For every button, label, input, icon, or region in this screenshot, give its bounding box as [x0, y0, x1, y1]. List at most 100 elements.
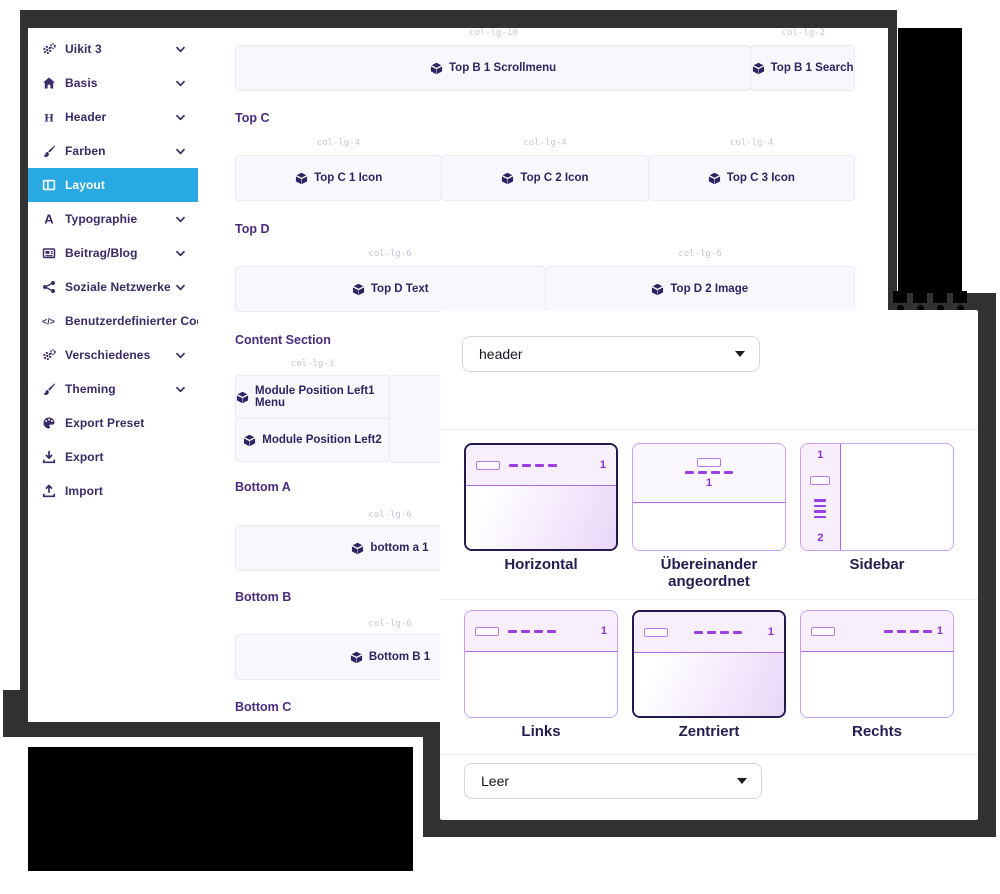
section-heading: Bottom C [235, 700, 292, 714]
home-icon [40, 76, 57, 90]
module-position-label: Top C 3 Icon [726, 172, 795, 184]
brush-icon [40, 144, 57, 158]
chevron-down-icon [175, 282, 186, 293]
module-position-label: Top C 2 Icon [520, 172, 589, 184]
layout-option-sidebar[interactable]: 1 2 Sidebar [800, 443, 954, 590]
svg-text:A: A [44, 212, 54, 226]
layout-option-label: Links [521, 723, 561, 740]
section-heading: Bottom B [235, 590, 292, 604]
redacted-icon [893, 291, 907, 315]
chevron-down-icon [175, 112, 186, 123]
sidebar-item-label: Soziale Netzwerke [65, 280, 171, 294]
cube-icon [350, 651, 363, 664]
col-class-label: col-lg-6 [678, 249, 722, 259]
sidebar-item-basis[interactable]: Basis [28, 66, 198, 100]
module-position-label: Module Position Left2 [262, 434, 382, 446]
sidebar-item-label: Import [65, 484, 103, 498]
sidebar-item-beitrag-blog[interactable]: Beitrag/Blog [28, 236, 198, 270]
col-class-label: col-lg-4 [523, 138, 567, 148]
layout-option-rechts[interactable]: 1 Rechts [800, 610, 954, 740]
header-layout-dialog: header 1 Horizontal 1 Übereinander angeordn… [440, 310, 978, 820]
col-class-label: col-lg-10 [468, 28, 518, 38]
layout-option-links[interactable]: 1 Links [464, 610, 618, 740]
cube-icon [430, 62, 443, 75]
module-position-cell[interactable]: Top C 1 Icon [235, 155, 443, 201]
sidebar-item-soziale-netzwerke[interactable]: Soziale Netzwerke [28, 270, 198, 304]
sidebar-item-header[interactable]: H Header [28, 100, 198, 134]
sidebar-item-theming[interactable]: Theming [28, 372, 198, 406]
sidebar-item-label: Farben [65, 144, 106, 158]
sidebar-item-benutzerdefinierter-code[interactable]: </> Benutzerdefinierter Code [28, 304, 221, 338]
chevron-down-icon [175, 248, 186, 259]
sidebar-item-verschiedenes[interactable]: Verschiedenes [28, 338, 198, 372]
blog-icon [40, 246, 57, 260]
position-select-value: header [479, 346, 523, 362]
mini-logo [644, 627, 668, 637]
divider [440, 429, 978, 430]
module-position-label: bottom a 1 [370, 542, 429, 554]
window-frame-corner [3, 690, 21, 737]
mini-badge: 1 [705, 476, 713, 489]
module-position-cell[interactable]: Top C 2 Icon [441, 155, 649, 201]
position-select[interactable]: header [462, 336, 760, 372]
sidebar-item-typographie[interactable]: A Typographie [28, 202, 198, 236]
col-class-label: col-lg-6 [368, 249, 412, 259]
cube-icon [351, 542, 364, 555]
sidebar-item-label: Basis [65, 76, 98, 90]
mini-badge: 1 [767, 625, 774, 638]
col-class-label: col-lg-6 [368, 619, 412, 629]
module-position-label: Bottom B 1 [368, 651, 431, 663]
sidebar: Uikit 3 Basis H Header Farben Layout A T… [28, 28, 221, 722]
module-position-cell[interactable]: Module Position Left1 Menu [235, 375, 390, 419]
palette-icon [40, 416, 57, 430]
empty-select[interactable]: Leer [464, 763, 762, 799]
layout-option-zentriert[interactable]: 1 Zentriert [632, 610, 786, 740]
mini-badge: 1 [600, 624, 607, 637]
mini-badge: 1 [817, 449, 824, 461]
sidebar-item-export-preset[interactable]: Export Preset [28, 406, 198, 440]
sidebar-item-export[interactable]: Export [28, 440, 198, 474]
cube-icon [352, 283, 365, 296]
chevron-down-icon [175, 384, 186, 395]
layout-option-stacked[interactable]: 1 Übereinander angeordnet [632, 443, 786, 590]
redacted-icon [933, 291, 947, 315]
col-class-label: col-lg-4 [316, 138, 361, 148]
sidebar-item-layout[interactable]: Layout [28, 168, 198, 202]
module-position-cell[interactable]: Module Position Left2 [235, 418, 390, 462]
cube-icon [243, 434, 256, 447]
gears-icon [40, 42, 57, 56]
cube-icon [708, 172, 721, 185]
redacted-icon [953, 291, 967, 315]
mini-logo [811, 626, 835, 636]
chevron-down-icon [175, 44, 186, 55]
sidebar-item-label: Verschiedenes [65, 348, 151, 362]
module-position-cell[interactable]: Top D Text [235, 266, 546, 312]
svg-text:H: H [44, 110, 54, 124]
module-position-cell[interactable]: Top D 2 Image [544, 266, 855, 312]
cube-icon [752, 62, 765, 75]
col-class-label: col-lg-2 [781, 28, 826, 38]
mini-badge: 1 [936, 624, 943, 637]
caret-down-icon [737, 778, 747, 784]
layout-option-label: Sidebar [849, 556, 905, 573]
module-position-cell[interactable]: Top C 3 Icon [647, 155, 855, 201]
sidebar-item-uikit-3[interactable]: Uikit 3 [28, 32, 198, 66]
module-position-cell[interactable]: Top B 1 Search [750, 45, 855, 91]
layout-icon [40, 178, 57, 192]
sidebar-item-label: Uikit 3 [65, 42, 102, 56]
module-position-cell[interactable]: Top B 1 Scrollmenu [235, 45, 752, 91]
cube-icon [236, 391, 249, 404]
mini-badge: 1 [599, 458, 606, 471]
module-position-label: Top D 2 Image [670, 283, 749, 295]
layout-option-horizontal[interactable]: 1 Horizontal [464, 443, 618, 590]
sidebar-item-label: Theming [65, 382, 116, 396]
module-position-label: Module Position Left1 Menu [255, 385, 375, 409]
sidebar-item-farben[interactable]: Farben [28, 134, 198, 168]
redacted-region-top [898, 28, 962, 293]
cube-icon [651, 283, 664, 296]
svg-text:</>: </> [42, 317, 55, 327]
module-position-label: Top D Text [370, 283, 429, 295]
sidebar-item-import[interactable]: Import [28, 474, 198, 508]
chevron-down-icon [175, 214, 186, 225]
mini-badge: 2 [817, 531, 824, 544]
